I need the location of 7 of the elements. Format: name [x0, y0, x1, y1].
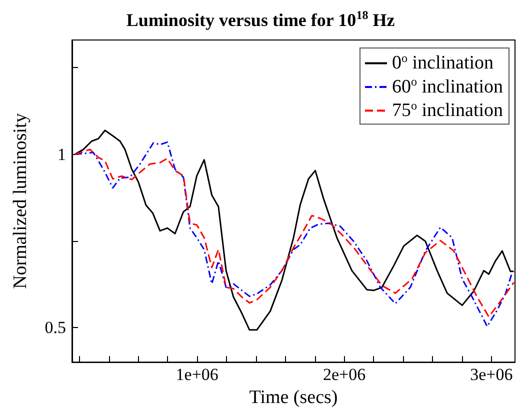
- x-tick-label: 1e+06: [176, 365, 218, 384]
- y-tick-label: 1: [58, 144, 66, 164]
- y-axis-title: Normalized luminosity: [10, 112, 31, 289]
- x-axis-title: Time (secs): [249, 387, 338, 408]
- x-tick-label: 3e+06: [470, 365, 513, 384]
- y-tick-label: 0.5: [44, 318, 66, 337]
- x-tick-label: 2e+06: [322, 365, 366, 384]
